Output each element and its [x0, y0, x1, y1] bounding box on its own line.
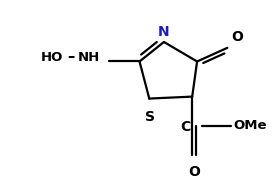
Text: N: N [158, 25, 170, 39]
Text: OMe: OMe [233, 119, 267, 132]
Text: C: C [180, 120, 190, 134]
Text: HO: HO [41, 51, 63, 64]
Text: O: O [188, 165, 200, 179]
Text: NH: NH [78, 51, 100, 64]
Text: –: – [68, 49, 75, 64]
Text: O: O [231, 30, 243, 44]
Text: S: S [145, 110, 155, 124]
